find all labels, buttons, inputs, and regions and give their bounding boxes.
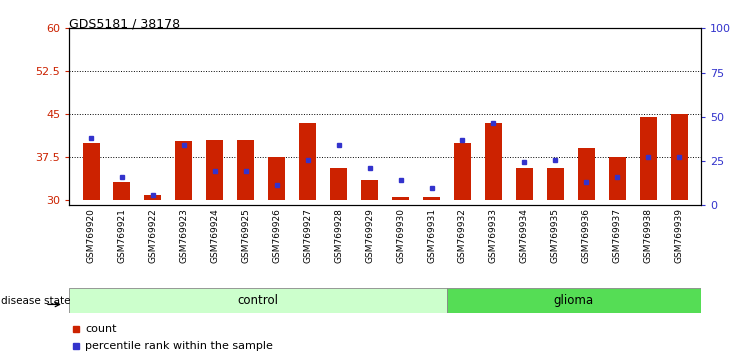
Text: count: count [85, 324, 117, 333]
Bar [175, 141, 193, 200]
Text: control: control [238, 294, 279, 307]
Bar [361, 179, 378, 200]
Bar [639, 117, 657, 200]
Bar [516, 168, 533, 200]
Bar [330, 168, 347, 200]
Bar [577, 148, 595, 200]
Bar [113, 182, 131, 200]
Text: disease state: disease state [1, 296, 70, 306]
Bar [671, 114, 688, 200]
Bar [299, 122, 316, 200]
Bar [447, 288, 701, 313]
Bar [423, 197, 440, 200]
Bar [145, 195, 161, 200]
Text: percentile rank within the sample: percentile rank within the sample [85, 341, 273, 351]
Text: GDS5181 / 38178: GDS5181 / 38178 [69, 18, 180, 31]
Bar [237, 140, 254, 200]
Bar [547, 168, 564, 200]
Bar [392, 197, 409, 200]
Bar [485, 122, 502, 200]
Bar [82, 143, 99, 200]
Bar [69, 288, 447, 313]
Text: glioma: glioma [554, 294, 594, 307]
Bar [207, 140, 223, 200]
Bar [268, 157, 285, 200]
Bar [454, 143, 471, 200]
Bar [609, 157, 626, 200]
